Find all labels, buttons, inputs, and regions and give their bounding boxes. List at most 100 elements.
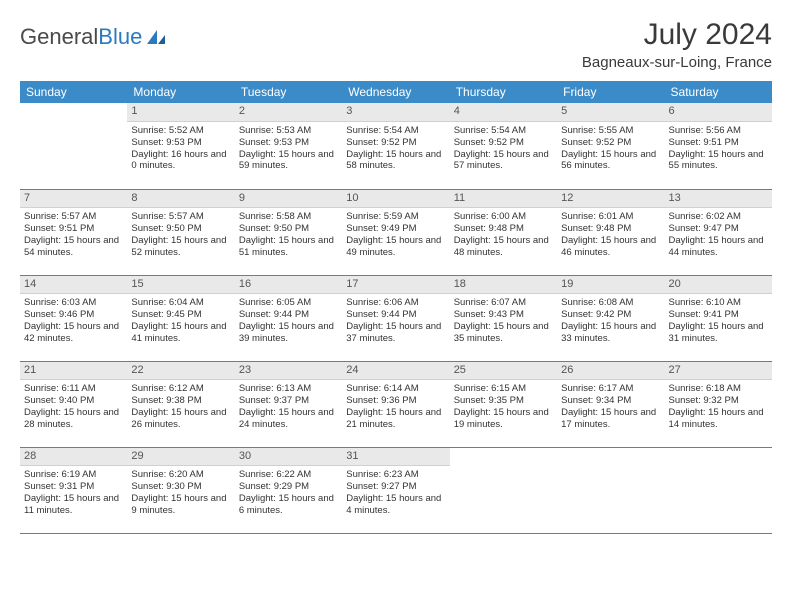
- calendar-cell: 21Sunrise: 6:11 AMSunset: 9:40 PMDayligh…: [20, 361, 127, 447]
- calendar-week-row: 7Sunrise: 5:57 AMSunset: 9:51 PMDaylight…: [20, 189, 772, 275]
- day-number: 10: [342, 190, 449, 209]
- calendar-cell: 28Sunrise: 6:19 AMSunset: 9:31 PMDayligh…: [20, 447, 127, 533]
- sunset-line: Sunset: 9:48 PM: [561, 223, 660, 235]
- calendar-cell: 26Sunrise: 6:17 AMSunset: 9:34 PMDayligh…: [557, 361, 664, 447]
- sunset-line: Sunset: 9:30 PM: [131, 481, 230, 493]
- logo-text-blue: Blue: [98, 24, 142, 50]
- sunrise-line: Sunrise: 6:10 AM: [669, 297, 768, 309]
- calendar-week-row: 1Sunrise: 5:52 AMSunset: 9:53 PMDaylight…: [20, 103, 772, 189]
- daylight-line: Daylight: 15 hours and 55 minutes.: [669, 149, 768, 173]
- daylight-line: Daylight: 15 hours and 33 minutes.: [561, 321, 660, 345]
- sunset-line: Sunset: 9:36 PM: [346, 395, 445, 407]
- day-number: 17: [342, 276, 449, 295]
- calendar-cell: 4Sunrise: 5:54 AMSunset: 9:52 PMDaylight…: [450, 103, 557, 189]
- sunrise-line: Sunrise: 5:56 AM: [669, 125, 768, 137]
- day-data: Sunrise: 6:20 AMSunset: 9:30 PMDaylight:…: [127, 466, 234, 519]
- sunrise-line: Sunrise: 6:11 AM: [24, 383, 123, 395]
- sunset-line: Sunset: 9:41 PM: [669, 309, 768, 321]
- day-data: Sunrise: 5:57 AMSunset: 9:51 PMDaylight:…: [20, 208, 127, 261]
- sunrise-line: Sunrise: 6:19 AM: [24, 469, 123, 481]
- calendar-cell: [665, 447, 772, 533]
- calendar-cell: [450, 447, 557, 533]
- calendar-cell: 15Sunrise: 6:04 AMSunset: 9:45 PMDayligh…: [127, 275, 234, 361]
- calendar-cell: 10Sunrise: 5:59 AMSunset: 9:49 PMDayligh…: [342, 189, 449, 275]
- sunrise-line: Sunrise: 6:13 AM: [239, 383, 338, 395]
- sunset-line: Sunset: 9:37 PM: [239, 395, 338, 407]
- logo-sail-icon: [145, 28, 167, 46]
- day-data: Sunrise: 6:12 AMSunset: 9:38 PMDaylight:…: [127, 380, 234, 433]
- calendar-table: SundayMondayTuesdayWednesdayThursdayFrid…: [20, 81, 772, 534]
- sunset-line: Sunset: 9:43 PM: [454, 309, 553, 321]
- daylight-line: Daylight: 15 hours and 44 minutes.: [669, 235, 768, 259]
- day-data: Sunrise: 5:52 AMSunset: 9:53 PMDaylight:…: [127, 122, 234, 175]
- calendar-cell: 7Sunrise: 5:57 AMSunset: 9:51 PMDaylight…: [20, 189, 127, 275]
- daylight-line: Daylight: 15 hours and 54 minutes.: [24, 235, 123, 259]
- day-number: 12: [557, 190, 664, 209]
- sunset-line: Sunset: 9:29 PM: [239, 481, 338, 493]
- day-data: Sunrise: 6:02 AMSunset: 9:47 PMDaylight:…: [665, 208, 772, 261]
- sunset-line: Sunset: 9:35 PM: [454, 395, 553, 407]
- day-number: 16: [235, 276, 342, 295]
- weekday-header: Friday: [557, 81, 664, 103]
- day-data: Sunrise: 6:10 AMSunset: 9:41 PMDaylight:…: [665, 294, 772, 347]
- day-data: Sunrise: 6:22 AMSunset: 9:29 PMDaylight:…: [235, 466, 342, 519]
- sunrise-line: Sunrise: 5:54 AM: [454, 125, 553, 137]
- calendar-cell: 8Sunrise: 5:57 AMSunset: 9:50 PMDaylight…: [127, 189, 234, 275]
- sunrise-line: Sunrise: 6:00 AM: [454, 211, 553, 223]
- sunrise-line: Sunrise: 6:23 AM: [346, 469, 445, 481]
- month-title: July 2024: [582, 18, 772, 52]
- sunset-line: Sunset: 9:27 PM: [346, 481, 445, 493]
- sunrise-line: Sunrise: 6:20 AM: [131, 469, 230, 481]
- day-number: 30: [235, 448, 342, 467]
- day-data: Sunrise: 6:03 AMSunset: 9:46 PMDaylight:…: [20, 294, 127, 347]
- sunset-line: Sunset: 9:50 PM: [239, 223, 338, 235]
- sunrise-line: Sunrise: 6:03 AM: [24, 297, 123, 309]
- day-number: 5: [557, 103, 664, 122]
- daylight-line: Daylight: 15 hours and 52 minutes.: [131, 235, 230, 259]
- calendar-cell: 22Sunrise: 6:12 AMSunset: 9:38 PMDayligh…: [127, 361, 234, 447]
- daylight-line: Daylight: 15 hours and 26 minutes.: [131, 407, 230, 431]
- calendar-cell: 2Sunrise: 5:53 AMSunset: 9:53 PMDaylight…: [235, 103, 342, 189]
- calendar-cell: 27Sunrise: 6:18 AMSunset: 9:32 PMDayligh…: [665, 361, 772, 447]
- day-number: 28: [20, 448, 127, 467]
- calendar-cell: [557, 447, 664, 533]
- sunset-line: Sunset: 9:51 PM: [24, 223, 123, 235]
- logo-text-general: General: [20, 24, 98, 50]
- sunrise-line: Sunrise: 5:55 AM: [561, 125, 660, 137]
- sunrise-line: Sunrise: 6:18 AM: [669, 383, 768, 395]
- sunset-line: Sunset: 9:46 PM: [24, 309, 123, 321]
- calendar-cell: 3Sunrise: 5:54 AMSunset: 9:52 PMDaylight…: [342, 103, 449, 189]
- weekday-header-row: SundayMondayTuesdayWednesdayThursdayFrid…: [20, 81, 772, 103]
- calendar-cell: 30Sunrise: 6:22 AMSunset: 9:29 PMDayligh…: [235, 447, 342, 533]
- day-number: 19: [557, 276, 664, 295]
- calendar-cell: 18Sunrise: 6:07 AMSunset: 9:43 PMDayligh…: [450, 275, 557, 361]
- calendar-cell: 13Sunrise: 6:02 AMSunset: 9:47 PMDayligh…: [665, 189, 772, 275]
- sunrise-line: Sunrise: 6:08 AM: [561, 297, 660, 309]
- sunrise-line: Sunrise: 6:05 AM: [239, 297, 338, 309]
- day-data: Sunrise: 6:06 AMSunset: 9:44 PMDaylight:…: [342, 294, 449, 347]
- daylight-line: Daylight: 15 hours and 28 minutes.: [24, 407, 123, 431]
- calendar-cell: 16Sunrise: 6:05 AMSunset: 9:44 PMDayligh…: [235, 275, 342, 361]
- day-data: Sunrise: 6:04 AMSunset: 9:45 PMDaylight:…: [127, 294, 234, 347]
- sunrise-line: Sunrise: 5:52 AM: [131, 125, 230, 137]
- sunset-line: Sunset: 9:44 PM: [346, 309, 445, 321]
- location: Bagneaux-sur-Loing, France: [582, 54, 772, 71]
- daylight-line: Daylight: 15 hours and 9 minutes.: [131, 493, 230, 517]
- day-data: Sunrise: 6:15 AMSunset: 9:35 PMDaylight:…: [450, 380, 557, 433]
- sunset-line: Sunset: 9:51 PM: [669, 137, 768, 149]
- calendar-cell: 11Sunrise: 6:00 AMSunset: 9:48 PMDayligh…: [450, 189, 557, 275]
- sunset-line: Sunset: 9:52 PM: [454, 137, 553, 149]
- sunrise-line: Sunrise: 6:02 AM: [669, 211, 768, 223]
- day-data: Sunrise: 6:05 AMSunset: 9:44 PMDaylight:…: [235, 294, 342, 347]
- daylight-line: Daylight: 15 hours and 51 minutes.: [239, 235, 338, 259]
- calendar-cell: 14Sunrise: 6:03 AMSunset: 9:46 PMDayligh…: [20, 275, 127, 361]
- day-data: Sunrise: 6:01 AMSunset: 9:48 PMDaylight:…: [557, 208, 664, 261]
- day-data: Sunrise: 6:08 AMSunset: 9:42 PMDaylight:…: [557, 294, 664, 347]
- day-number: 6: [665, 103, 772, 122]
- daylight-line: Daylight: 15 hours and 6 minutes.: [239, 493, 338, 517]
- daylight-line: Daylight: 15 hours and 37 minutes.: [346, 321, 445, 345]
- day-data: Sunrise: 6:17 AMSunset: 9:34 PMDaylight:…: [557, 380, 664, 433]
- sunset-line: Sunset: 9:50 PM: [131, 223, 230, 235]
- day-data: Sunrise: 6:14 AMSunset: 9:36 PMDaylight:…: [342, 380, 449, 433]
- calendar-cell: 29Sunrise: 6:20 AMSunset: 9:30 PMDayligh…: [127, 447, 234, 533]
